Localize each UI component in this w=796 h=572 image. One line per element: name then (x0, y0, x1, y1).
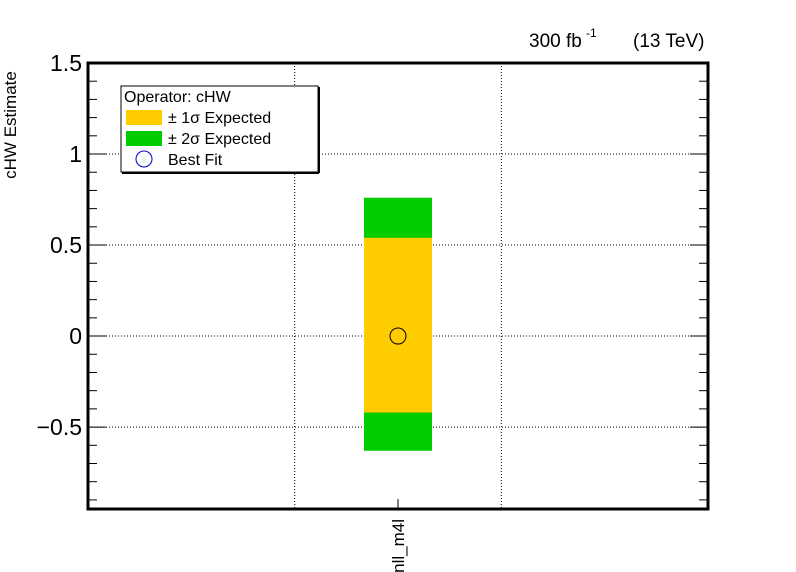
energy-label: (13 TeV) (633, 31, 704, 52)
y-axis-title: cHW Estimate (1, 71, 20, 179)
legend-header: Operator: cHW (124, 89, 232, 106)
best-fit-marker-0 (389, 327, 407, 345)
legend: Operator: cHW ± 1σ Expected ± 2σ Expecte… (120, 85, 320, 174)
y-tick-label-4: 1.5 (50, 50, 82, 76)
y-tick-label-0: −0.5 (37, 414, 82, 440)
y-tick-label-1: 0 (69, 323, 82, 349)
legend-label-2sigma: ± 2σ Expected (168, 131, 271, 148)
legend-marker-best-fit (135, 150, 153, 168)
legend-swatch-2sigma (126, 131, 162, 146)
band-1sigma-0 (364, 237, 432, 413)
frame-layer: −0.5 0 0.5 1 1.5 nll_m4l (37, 50, 710, 572)
legend-label-1sigma: ± 1σ Expected (168, 110, 271, 127)
legend-label-best-fit: Best Fit (168, 152, 223, 169)
y-tick-label-2: 0.5 (50, 232, 82, 258)
lumi-exponent: -1 (586, 26, 597, 40)
lumi-value: 300 fb (529, 31, 582, 52)
y-tick-label-3: 1 (69, 141, 82, 167)
lumi-label: 300 fb -1 (13 TeV) (529, 26, 704, 52)
legend-box (120, 85, 319, 173)
x-category-label-0: nll_m4l (389, 519, 408, 572)
band-layer (364, 197, 432, 451)
legend-swatch-1sigma (126, 110, 162, 125)
